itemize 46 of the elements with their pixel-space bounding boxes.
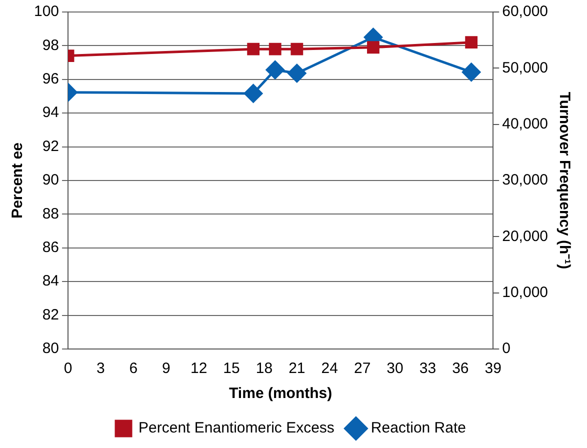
point [367, 41, 380, 54]
x-tick-label: 21 [288, 360, 306, 378]
x-tick-label: 3 [96, 360, 105, 378]
point [288, 64, 306, 82]
y2-tick-label: 30,000 [502, 172, 548, 189]
x-tick-label: 36 [452, 360, 469, 378]
y-tick-label: 80 [42, 340, 60, 358]
y-axis-title: Percent ee [9, 142, 26, 218]
point [465, 36, 478, 49]
x-tick-label: 30 [386, 360, 404, 378]
x-axis-title: Time (months) [229, 385, 332, 402]
x-tick-label: 15 [223, 360, 240, 378]
y-tick-label: 84 [42, 272, 60, 290]
y2-tick-label: 0 [502, 340, 510, 358]
x-tick-label: 18 [256, 360, 273, 378]
point [247, 42, 260, 56]
y-tick-label: 96 [42, 70, 60, 88]
x-tick-label: 24 [321, 360, 338, 378]
y-tick-label: 92 [42, 138, 60, 155]
y-tick-label: 98 [42, 36, 60, 54]
y2-axis-title: Turnover Frequency (h⁻¹) [556, 92, 573, 270]
point [462, 62, 481, 82]
y-tick-label: 90 [42, 172, 60, 189]
y-tick-label: 94 [42, 104, 60, 122]
x-tick-label: 33 [419, 360, 436, 378]
point [268, 42, 282, 56]
point [290, 42, 304, 56]
y-tick-label: 86 [42, 239, 60, 256]
y2-tick-label: 50,000 [502, 59, 548, 76]
y-tick-label: 88 [42, 205, 60, 222]
x-tick-label: 12 [190, 360, 208, 378]
x-tick-label: 27 [354, 360, 371, 378]
y-tick-label: 82 [42, 306, 60, 324]
y2-tick-label: 60,000 [502, 3, 548, 20]
x-tick-label: 0 [64, 360, 72, 378]
y2-tick-label: 20,000 [502, 228, 548, 245]
x-tick-label: 6 [129, 360, 138, 378]
point [266, 60, 284, 80]
x-tick-label: 9 [162, 360, 170, 378]
legend-label: Reaction Rate [370, 420, 466, 437]
point [244, 84, 263, 103]
legend-label: Percent Enantiomeric Excess [138, 420, 334, 437]
y-tick-label: 100 [34, 3, 60, 20]
y2-tick-label: 40,000 [502, 115, 548, 132]
y2-tick-label: 10,000 [502, 284, 548, 301]
x-tick-label: 39 [484, 360, 502, 378]
